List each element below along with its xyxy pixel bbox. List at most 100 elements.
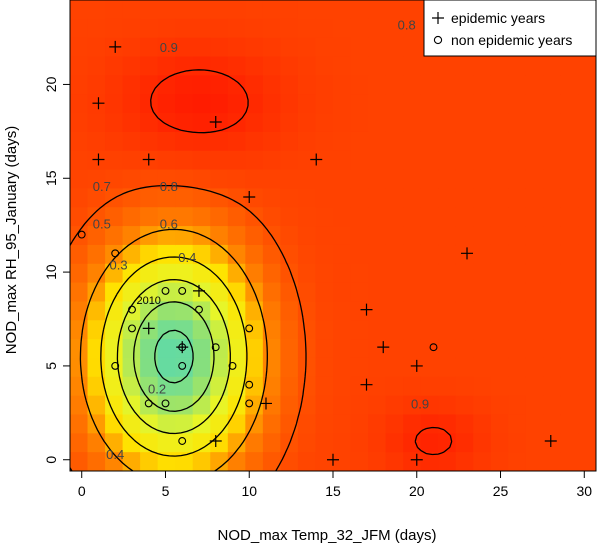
heat-cell xyxy=(438,395,457,416)
epidemic-point xyxy=(92,153,105,166)
heat-cell xyxy=(403,131,422,152)
heat-cell xyxy=(87,207,106,227)
heat-cell xyxy=(105,75,124,95)
heat-cell xyxy=(227,433,246,453)
heat-cell xyxy=(175,263,194,284)
heat-cell xyxy=(87,320,106,340)
heat-cell xyxy=(210,414,229,434)
heat-cell xyxy=(333,301,352,321)
heat-cell xyxy=(403,357,422,378)
heat-cell xyxy=(438,94,457,114)
heat-cell xyxy=(105,244,124,265)
heat-cell xyxy=(227,131,246,152)
contour-line xyxy=(133,301,215,412)
heat-cell xyxy=(227,376,246,397)
heat-cell xyxy=(87,395,106,416)
heat-cell xyxy=(297,94,317,114)
heat-cell xyxy=(455,94,474,114)
epidemic-point xyxy=(259,397,272,410)
heat-cell xyxy=(245,0,264,20)
heat-cell xyxy=(403,376,422,397)
contour-line xyxy=(150,69,453,456)
heat-cell xyxy=(262,244,281,265)
heat-cell xyxy=(315,301,334,321)
heat-cell xyxy=(403,395,422,416)
heat-cell xyxy=(473,263,492,284)
heat-cell xyxy=(70,357,89,378)
heat-cell xyxy=(578,150,596,171)
heat-cell xyxy=(192,56,211,76)
heat-cell xyxy=(192,433,211,453)
heat-cell xyxy=(368,414,387,434)
legend-box xyxy=(423,0,597,57)
heat-cell xyxy=(578,244,596,265)
heat-cell xyxy=(490,301,509,321)
heat-cell xyxy=(192,113,211,133)
heat-cell xyxy=(87,131,106,152)
heat-cell xyxy=(70,376,89,397)
heat-cell xyxy=(420,131,439,152)
heat-cell xyxy=(368,0,387,20)
heat-cell xyxy=(455,395,474,416)
heat-cell xyxy=(87,0,106,20)
heat-cell xyxy=(508,169,527,189)
heat-cell xyxy=(560,94,580,114)
heat-cell xyxy=(210,18,229,39)
heat-cell xyxy=(508,414,527,434)
heat-cell xyxy=(578,376,596,397)
heat-cell xyxy=(560,75,580,95)
epidemic-point xyxy=(360,303,373,316)
heat-cell xyxy=(157,75,176,95)
heat-cell xyxy=(403,226,422,246)
heat-cell xyxy=(70,94,89,114)
heat-cell xyxy=(350,94,369,114)
heat-cell xyxy=(368,357,387,378)
heat-cell xyxy=(70,18,89,39)
heat-cell xyxy=(262,113,281,133)
heat-cell xyxy=(438,376,457,397)
heat-cell xyxy=(525,452,544,471)
non-epidemic-point xyxy=(77,230,86,239)
heat-cell xyxy=(420,94,439,114)
heat-cell xyxy=(578,113,596,133)
contour-label: 0.7 xyxy=(93,179,111,194)
heat-cell xyxy=(455,263,474,284)
heat-cell xyxy=(210,282,229,303)
x-tick-label: 25 xyxy=(493,483,509,499)
heat-cell xyxy=(175,150,194,171)
heat-cell xyxy=(297,320,317,340)
heat-cell xyxy=(157,433,176,453)
heat-cell xyxy=(490,113,509,133)
heat-cell xyxy=(315,75,334,95)
heat-cell xyxy=(175,395,194,416)
heat-cell xyxy=(508,113,527,133)
heat-cell xyxy=(227,207,246,227)
heat-cell xyxy=(543,452,562,471)
heat-cell xyxy=(70,75,89,95)
heat-cell xyxy=(578,320,596,340)
heat-cell xyxy=(438,452,457,471)
heat-cell xyxy=(455,56,474,76)
heat-cell xyxy=(455,150,474,171)
heat-cell xyxy=(262,131,281,152)
heat-cell xyxy=(70,113,89,133)
non-epidemic-point xyxy=(178,286,187,295)
heat-cell xyxy=(122,56,141,76)
heat-cell xyxy=(368,18,387,39)
contour-label: 0.9 xyxy=(411,396,429,411)
heat-cell xyxy=(385,113,404,133)
heat-cell xyxy=(297,0,317,20)
heat-cell xyxy=(350,320,369,340)
heat-cell xyxy=(368,301,387,321)
non-epidemic-point xyxy=(161,286,170,295)
heat-cell xyxy=(560,320,580,340)
epidemic-point xyxy=(544,434,557,447)
heat-cell xyxy=(490,414,509,434)
heat-cell xyxy=(560,207,580,227)
heat-cell xyxy=(192,282,211,303)
heat-cell xyxy=(105,18,124,39)
contour-line xyxy=(116,278,231,435)
heat-cell xyxy=(297,433,317,453)
heat-cell xyxy=(262,0,281,20)
